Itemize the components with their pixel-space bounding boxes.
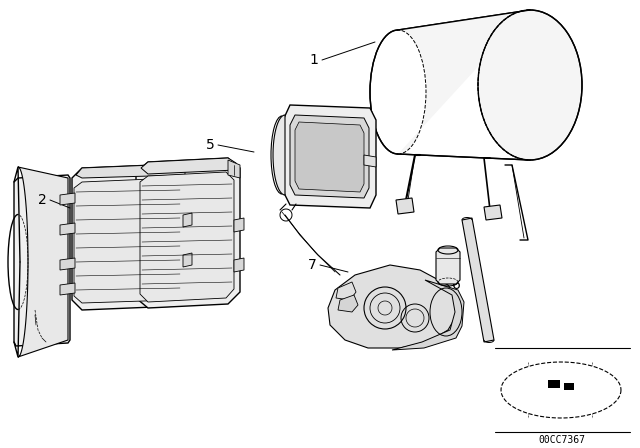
Polygon shape	[328, 265, 458, 348]
Text: 4: 4	[159, 188, 168, 202]
Polygon shape	[501, 362, 621, 418]
Polygon shape	[140, 172, 234, 302]
Polygon shape	[228, 160, 240, 178]
Polygon shape	[76, 164, 185, 178]
Polygon shape	[290, 115, 369, 198]
Polygon shape	[364, 155, 376, 167]
Polygon shape	[398, 10, 582, 160]
Polygon shape	[338, 295, 358, 312]
Polygon shape	[462, 218, 494, 342]
Polygon shape	[436, 248, 460, 284]
Text: 00CC7367: 00CC7367	[538, 435, 586, 445]
Polygon shape	[273, 115, 285, 195]
Polygon shape	[60, 193, 75, 205]
Polygon shape	[396, 198, 414, 214]
Text: 2: 2	[38, 193, 46, 207]
Polygon shape	[18, 167, 68, 357]
Polygon shape	[14, 175, 70, 346]
Polygon shape	[284, 105, 376, 208]
Polygon shape	[72, 164, 188, 310]
Text: 3: 3	[114, 191, 122, 205]
Polygon shape	[295, 122, 364, 192]
Polygon shape	[183, 213, 192, 227]
Polygon shape	[60, 283, 75, 295]
Text: 5: 5	[205, 138, 214, 152]
Polygon shape	[484, 205, 502, 220]
Polygon shape	[392, 280, 464, 350]
Polygon shape	[336, 282, 356, 300]
Polygon shape	[141, 158, 236, 174]
Polygon shape	[60, 223, 75, 235]
Polygon shape	[183, 253, 192, 267]
Polygon shape	[234, 258, 244, 272]
Polygon shape	[234, 218, 244, 232]
Text: 1: 1	[310, 53, 319, 67]
Polygon shape	[74, 178, 183, 303]
Polygon shape	[136, 158, 240, 308]
Polygon shape	[60, 258, 75, 270]
Bar	[548, 380, 560, 388]
Text: 6: 6	[452, 278, 460, 292]
Text: 7: 7	[308, 258, 316, 272]
Bar	[564, 383, 574, 390]
